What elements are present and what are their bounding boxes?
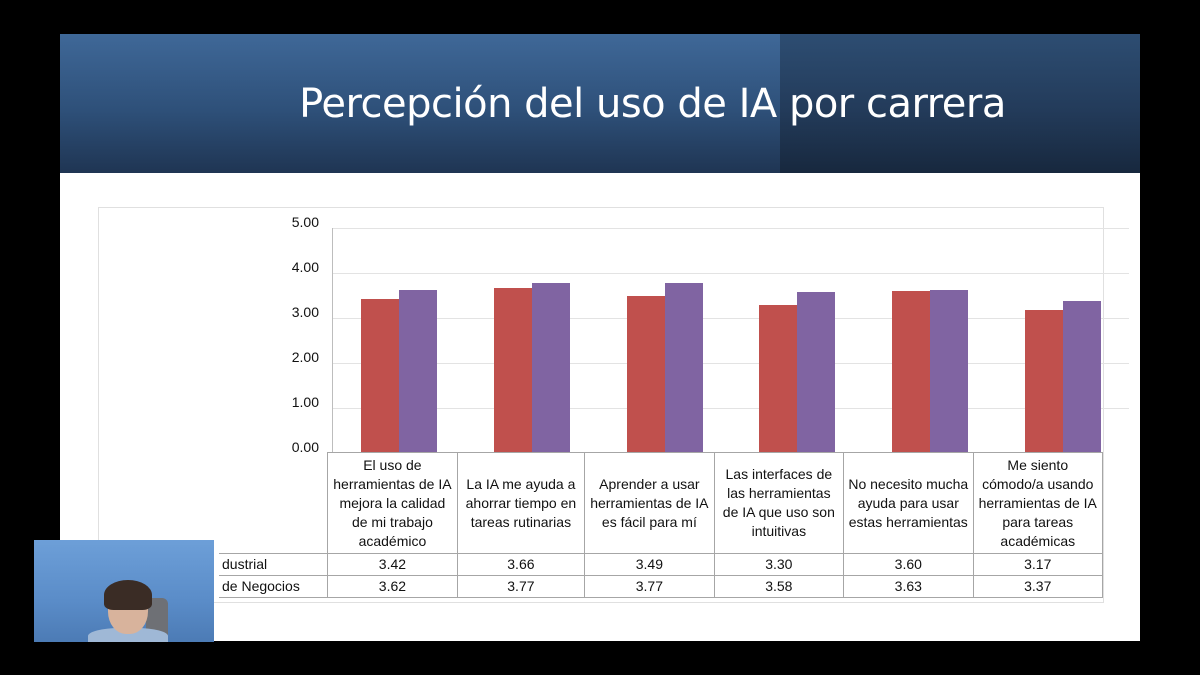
bar-group [333,228,466,453]
bar [664,283,703,453]
gridline [333,408,1129,409]
bar-group [598,228,731,453]
bar [531,283,570,453]
bar-group [864,228,997,453]
table-cell: 3.30 [713,553,845,576]
plot-area [332,228,1129,453]
bar [1062,301,1101,453]
table-cell: 3.77 [456,575,586,598]
presenter-body [88,628,168,642]
y-tick: 0.00 [291,439,319,455]
table-cell: 3.66 [456,553,586,576]
bar [759,304,798,453]
bar [493,288,532,453]
bar [797,291,836,453]
gridline [333,228,1129,229]
y-tick: 3.00 [291,304,319,320]
bar [626,295,665,453]
category-label: El uso de herramientas de IA mejora la c… [327,452,458,554]
series-label: dustrial [219,553,329,576]
y-tick: 4.00 [291,259,319,275]
data-table: El uso de herramientas de IA mejora la c… [219,452,1104,598]
series-label: de Negocios [219,575,329,598]
table-cell: 3.17 [972,553,1104,576]
header-shade [780,34,1140,173]
slide-header: Percepción del uso de IA por carrera [60,34,1140,173]
table-row: dustrial 3.42 3.66 3.49 3.30 3.60 3.17 [219,553,1104,576]
table-cell: 3.37 [972,575,1104,598]
table-cell: 3.77 [584,575,715,598]
slide-title: Percepción del uso de IA por carrera [299,80,1006,127]
category-row: El uso de herramientas de IA mejora la c… [219,452,1104,554]
table-cell: 3.60 [843,553,974,576]
bar-group [996,228,1129,453]
webcam-overlay [34,540,214,642]
y-tick: 5.00 [291,214,319,230]
table-row: de Negocios 3.62 3.77 3.77 3.58 3.63 3.3… [219,575,1104,598]
category-label: No necesito mucha ayuda para usar estas … [843,452,974,554]
table-corner [219,452,329,554]
bar-group [731,228,864,453]
category-label: Me siento cómodo/a usando herramientas d… [972,452,1104,554]
table-cell: 3.63 [843,575,974,598]
category-label: Las interfaces de las herramientas de IA… [713,452,845,554]
category-label: La IA me ayuda a ahorrar tiempo en tarea… [456,452,586,554]
bar-group [466,228,599,453]
bar [891,291,930,453]
chart-frame: 5.00 4.00 3.00 2.00 1.00 0.00 El uso de … [98,207,1129,603]
gridline [333,273,1129,274]
table-cell: 3.49 [584,553,715,576]
table-cell: 3.42 [327,553,458,576]
bar [399,290,438,453]
y-tick: 1.00 [291,394,319,410]
category-label: Aprender a usar herramientas de IA es fá… [584,452,715,554]
bar [929,289,968,453]
bar [1024,310,1063,453]
presenter-hair [104,580,152,610]
table-cell: 3.62 [327,575,458,598]
gridline [333,363,1129,364]
slide: Percepción del uso de IA por carrera 5.0… [60,34,1140,641]
gridline [333,318,1129,319]
y-tick: 2.00 [291,349,319,365]
bar [361,299,400,453]
table-cell: 3.58 [713,575,845,598]
